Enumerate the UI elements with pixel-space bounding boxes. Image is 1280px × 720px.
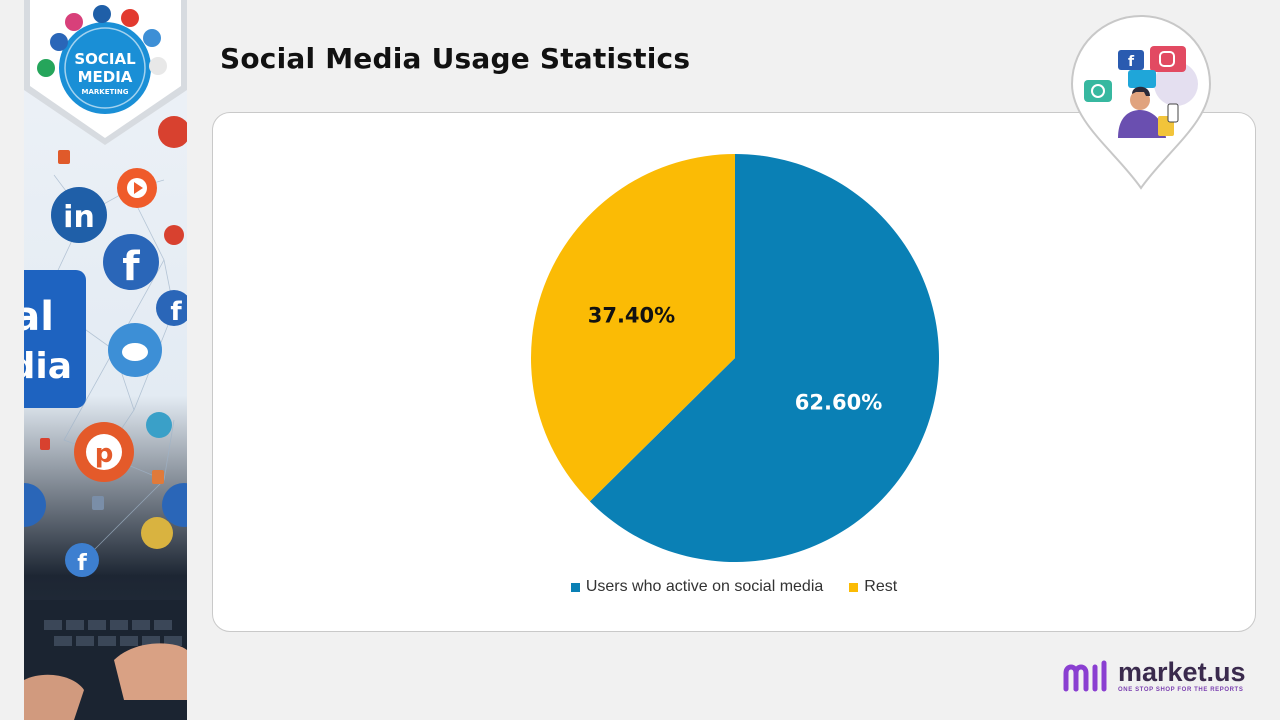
svg-text:p: p: [95, 439, 114, 469]
logo-wordmark: market.us: [1118, 657, 1246, 687]
svg-text:dia: dia: [24, 346, 72, 387]
whatsapp-icon: [1084, 80, 1112, 102]
twitter-icon: [1128, 70, 1156, 88]
pie-slice-active-users: [589, 154, 940, 563]
instagram-icon: [1150, 46, 1186, 72]
svg-text:f: f: [1128, 54, 1135, 70]
pie-slice-rest: [531, 154, 735, 502]
legend-swatch-active-users: [570, 582, 580, 592]
svg-text:SOCIAL: SOCIAL: [74, 50, 136, 68]
facebook-icon: [1118, 50, 1144, 70]
pie-data-label-active-users: 62.60%: [795, 390, 882, 414]
svg-text:al: al: [24, 294, 54, 340]
linkedin-icon: [51, 187, 107, 243]
chart-legend: Users who active on social media Rest: [213, 578, 1255, 596]
svg-text:in: in: [63, 200, 95, 235]
svg-text:MARKETING: MARKETING: [82, 88, 129, 96]
side-image-panel: in f f p f al dia: [24, 0, 187, 720]
logo-tagline: ONE STOP SHOP FOR THE REPORTS: [1118, 687, 1244, 693]
legend-swatch-rest: [849, 582, 859, 592]
legend-item-rest: Rest: [849, 578, 897, 596]
chart-card: 62.60% 37.40% Users who active on social …: [212, 112, 1256, 632]
social-collage-illustration: in f f p f al dia: [24, 0, 187, 720]
market-us-logo: market.us ONE STOP SHOP FOR THE REPORTS: [1062, 656, 1262, 696]
legend-item-active-users: Users who active on social media: [570, 578, 824, 596]
hand-left-illustration: [24, 674, 84, 720]
pie-data-label-rest: 37.40%: [588, 304, 675, 328]
social-person-pin-illustration: f: [1066, 12, 1216, 192]
svg-text:f: f: [170, 297, 182, 327]
social-media-marketing-badge: [59, 22, 151, 114]
legend-label-rest: Rest: [864, 578, 898, 595]
svg-text:f: f: [77, 551, 87, 576]
hand-right-illustration: [114, 643, 187, 700]
market-us-logo-mark: [1063, 660, 1107, 692]
svg-text:MEDIA: MEDIA: [78, 68, 133, 86]
facebook-icon: [103, 234, 159, 290]
pie-chart: 62.60% 37.40%: [531, 154, 940, 563]
legend-label-active-users: Users who active on social media: [585, 578, 824, 595]
page-title: Social Media Usage Statistics: [220, 42, 691, 75]
svg-text:f: f: [122, 244, 140, 290]
